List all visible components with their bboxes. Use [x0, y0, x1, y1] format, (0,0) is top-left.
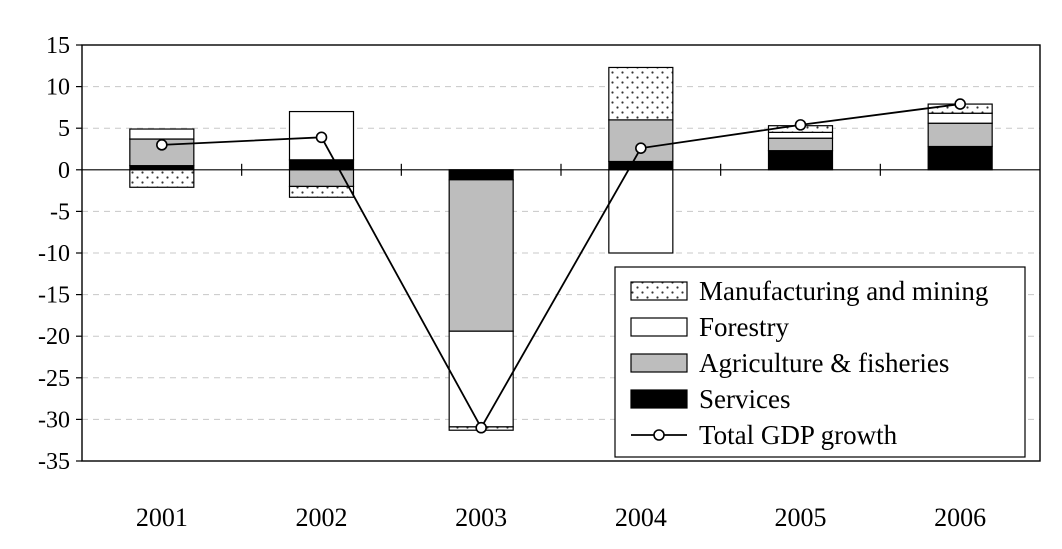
bar-segment-agriculture-fisheries: [448, 179, 514, 332]
bar-segment-services: [288, 159, 355, 171]
x-tick-label: 2004: [615, 503, 667, 532]
bar-segment-forestry: [927, 112, 993, 124]
y-tick-label: 10: [46, 75, 70, 101]
total-gdp-point: [156, 139, 168, 151]
y-tick-label: 0: [58, 158, 70, 184]
legend-label: Manufacturing and mining: [699, 276, 988, 306]
y-tick-label: 5: [58, 116, 70, 142]
y-tick-label: -5: [50, 199, 70, 225]
bar-segment-services: [767, 150, 834, 171]
total-gdp-point: [794, 119, 807, 131]
bar-segment-manufacturing-and-mining: [129, 169, 195, 188]
legend-label: Agriculture & fisheries: [699, 348, 949, 378]
x-tick-label: 2002: [296, 503, 348, 532]
legend-swatch-point: [653, 429, 665, 441]
y-tick-label: 15: [46, 33, 70, 59]
y-tick-label: -35: [38, 449, 70, 475]
bar-segment-forestry: [288, 110, 355, 161]
x-tick-label: 2006: [934, 503, 986, 532]
legend-label: Forestry: [699, 312, 789, 342]
bar-segment-forestry: [448, 330, 514, 428]
bar-segment-agriculture-fisheries: [927, 122, 993, 148]
legend-swatch: [630, 389, 688, 409]
axis-layer: 15 10 5 0 -5 -10 -15 -20 -25 -30 -35 2001 2002 2003 20…: [38, 33, 1041, 532]
y-tick-label: -15: [38, 283, 70, 309]
legend-label: Total GDP growth: [699, 420, 898, 450]
y-tick-label: -30: [38, 407, 70, 433]
line-layer: [156, 98, 966, 434]
legend-swatch: [630, 281, 688, 301]
total-gdp-line: [161, 103, 961, 430]
bars-layer: [129, 66, 993, 431]
bar-segment-manufacturing-and-mining: [608, 66, 674, 121]
legend-label: Services: [699, 384, 790, 414]
y-tick-label: -20: [38, 324, 70, 350]
legend: Manufacturing and mining Forestry Agricult…: [614, 266, 1026, 458]
total-gdp-point: [954, 98, 966, 110]
grid-layer: [82, 86, 1040, 420]
total-gdp-point: [315, 131, 328, 144]
bar-segment-services: [129, 165, 195, 171]
x-tick-label: 2003: [455, 503, 507, 532]
y-tick-label: -10: [38, 241, 70, 267]
bar-segment-forestry: [608, 169, 674, 254]
bar-segment-forestry: [129, 128, 195, 140]
y-tick-label: -25: [38, 366, 70, 392]
legend-swatch: [630, 353, 688, 373]
bar-segment-services: [448, 169, 514, 181]
bar-segment-agriculture-fisheries: [608, 119, 674, 163]
legend-swatch: [630, 317, 688, 337]
bar-segment-manufacturing-and-mining: [288, 185, 355, 198]
bar-segment-services: [608, 160, 674, 171]
bar-segment-services: [927, 145, 993, 171]
bar-segment-agriculture-fisheries: [767, 137, 834, 152]
bar-segment-forestry: [767, 131, 834, 139]
total-gdp-point: [475, 421, 487, 434]
x-tick-label: 2005: [775, 503, 827, 532]
x-tick-label: 2001: [136, 503, 188, 532]
total-gdp-point: [635, 142, 647, 154]
